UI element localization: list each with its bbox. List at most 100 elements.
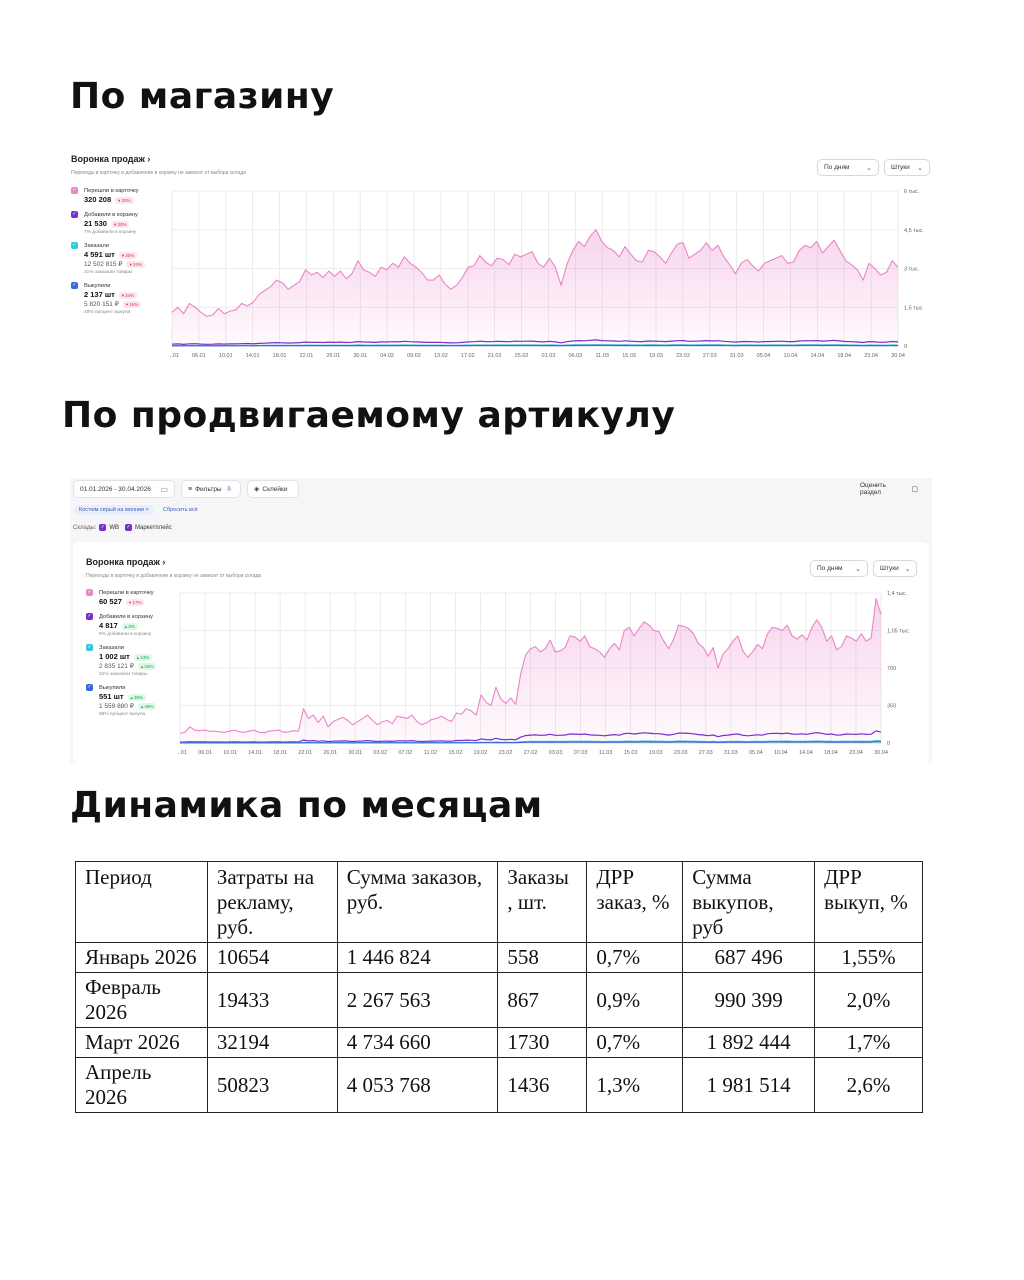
filter-icon: ≡ — [188, 485, 193, 493]
delta-badge: ▾ 24% — [118, 291, 138, 299]
table-cell: 687 496 — [682, 942, 816, 973]
y-tick-label: 1,05 тыс. — [887, 629, 910, 635]
column-header: Сумма выкупов, руб — [682, 861, 816, 943]
legend-buyouts[interactable]: ✓ Выкупили 551 шт ▴ 36% 1 559 880 ₽ ▴ 49% … — [86, 684, 181, 718]
y-tick-label: 350 — [887, 704, 896, 710]
table-cell: 10654 — [206, 942, 338, 973]
table-cell: 0,7% — [586, 942, 684, 973]
checkbox-checked-icon[interactable]: ✓ — [71, 242, 78, 249]
x-tick-label: 30.04 — [874, 750, 888, 756]
delta-badge: ▾ 16% — [122, 301, 142, 308]
x-tick-label: 27.03 — [699, 750, 713, 756]
x-tick-label: 26.01 — [326, 353, 340, 359]
checkbox-checked-icon[interactable]: ✓ — [99, 524, 107, 531]
checkbox-checked-icon[interactable]: ✓ — [71, 187, 78, 194]
funnel-chart-article: 01.01 06.01 10.01 14.01 18.01 22.01 26.01 30.01… — [178, 591, 910, 756]
x-tick-label: 05.04 — [757, 353, 771, 359]
x-tick-label: 07.02 — [398, 750, 412, 756]
funnel-legend: ✓ Перешли в карточку 320 208 ▾ 33% ✓ Доба… — [71, 187, 171, 322]
delta-badge: ▾ 17% — [125, 598, 145, 606]
x-tick-label: 13.02 — [434, 353, 448, 359]
series-line-buyouts — [180, 741, 882, 744]
legend-orders[interactable]: ✓ Заказали 4 591 шт ▾ 30% 12 502 815 ₽ ▾ 2… — [71, 242, 171, 276]
y-tick-label: 3 тыс. — [904, 267, 920, 273]
delta-badge: ▾ 30% — [118, 251, 138, 259]
legend-buyouts[interactable]: ✓ Выкупили 2 137 шт ▾ 24% 5 820 151 ₽ ▾ 16… — [71, 282, 171, 316]
x-tick-label: 01.03 — [542, 353, 556, 359]
close-icon[interactable]: × — [145, 507, 149, 513]
checkbox-checked-icon[interactable]: ✓ — [125, 524, 133, 531]
unit-select[interactable]: Штуки ⌄ — [884, 159, 930, 176]
x-tick-label: 17.02 — [461, 353, 475, 359]
legend-views[interactable]: ✓ Перешли в карточку 320 208 ▾ 33% — [71, 187, 139, 204]
glue-button[interactable]: ◈ Склейки — [247, 480, 299, 498]
x-tick-label: 11.03 — [596, 353, 609, 359]
series-line-cart — [179, 730, 882, 743]
x-tick-label: 14.01 — [246, 353, 260, 359]
legend-views[interactable]: ✓ Перешли в карточку 60 527 ▾ 17% — [86, 589, 154, 606]
date-range-picker[interactable]: 01.01.2026 - 30.04.2026 ▭ — [73, 480, 175, 498]
panel-title[interactable]: Воронка продаж › — [86, 557, 166, 567]
delta-badge: ▴ 34% — [137, 663, 157, 670]
x-tick-label: 30.01 — [348, 750, 362, 756]
x-tick-label: 10.01 — [223, 750, 237, 756]
x-tick-label: 21.02 — [488, 353, 502, 359]
checkbox-checked-icon[interactable]: ✓ — [71, 211, 78, 218]
table-cell: 1 981 514 — [682, 1057, 816, 1113]
checkbox-checked-icon[interactable]: ✓ — [86, 589, 93, 596]
column-header: Период — [75, 861, 208, 943]
x-tick-label: 23.04 — [849, 750, 863, 756]
checkbox-checked-icon[interactable]: ✓ — [86, 613, 93, 620]
table-cell: 1436 — [497, 1057, 588, 1113]
chevron-down-icon: ⌄ — [917, 164, 923, 172]
series-line-cart — [171, 339, 899, 345]
table-cell: 50823 — [206, 1057, 338, 1113]
table-cell: 2,6% — [814, 1057, 923, 1113]
table-cell: 990 399 — [682, 972, 816, 1028]
table-cell: 558 — [497, 942, 588, 973]
legend-cart[interactable]: ✓ Добавили в корзину 21 530 ▾ 30% 7% доба… — [71, 211, 138, 235]
monthly-dynamics-table: Период Затраты на рекламу, руб. Сумма за… — [75, 861, 923, 1113]
table-cell: Февраль 2026 — [75, 972, 208, 1028]
period-select[interactable]: По дням ⌄ — [810, 560, 868, 577]
legend-cart[interactable]: ✓ Добавили в корзину 4 817 ▴ 3% 8% добави… — [86, 613, 153, 637]
delta-badge: ▴ 49% — [137, 703, 157, 710]
filters-button[interactable]: ≡ Фильтры 1 — [181, 480, 241, 498]
unit-select[interactable]: Штуки ⌄ — [873, 560, 917, 577]
rate-section-button[interactable]: Оценить раздел ▢ — [860, 482, 918, 496]
funnel-chart-store: 01.01 06.01 10.01 14.01 18.01 22.01 26.01 30.01… — [170, 189, 924, 359]
x-tick-label: 10.04 — [784, 353, 798, 359]
funnel-card: Воронка продаж › Переходы в карточку и д… — [73, 542, 929, 763]
layers-icon: ◈ — [254, 486, 260, 493]
x-tick-label: 18.01 — [273, 750, 287, 756]
column-header: Заказы , шт. — [497, 861, 588, 943]
table-cell: 1 446 824 — [336, 942, 499, 973]
panel-title[interactable]: Воронка продаж › — [71, 154, 151, 164]
table-cell: 2 267 563 — [336, 972, 499, 1028]
x-tick-label: 19.02 — [474, 750, 488, 756]
series-area-views — [172, 229, 898, 346]
checkbox-checked-icon[interactable]: ✓ — [86, 684, 93, 691]
filter-tag[interactable]: Костюм серый на молнии × — [74, 505, 154, 515]
x-tick-label: 07.03 — [574, 750, 588, 756]
table-cell: 2,0% — [814, 972, 923, 1028]
delta-badge: ▴ 3% — [121, 622, 138, 630]
table-cell: 1 892 444 — [682, 1027, 816, 1058]
series-area-views — [180, 598, 881, 743]
x-tick-label: 10.01 — [219, 353, 233, 359]
chevron-right-icon: › — [162, 557, 166, 567]
delta-badge: ▾ 33% — [115, 196, 134, 204]
column-header: Сумма заказов, руб. — [336, 861, 499, 943]
checkbox-checked-icon[interactable]: ✓ — [86, 644, 93, 651]
table-cell: 1,3% — [586, 1057, 684, 1113]
checkbox-checked-icon[interactable]: ✓ — [71, 282, 78, 289]
reset-filters-link[interactable]: Сбросить всё — [163, 507, 198, 513]
legend-orders[interactable]: ✓ Заказали 1 002 шт ▴ 13% 2 835 121 ₽ ▴ 34… — [86, 644, 181, 678]
delta-badge: ▾ 30% — [110, 220, 130, 228]
x-tick-label: 14.01 — [248, 750, 262, 756]
monthly-heading: Динамика по месяцам — [70, 785, 543, 826]
period-select[interactable]: По дням ⌄ — [817, 159, 879, 176]
table-cell: 4 053 768 — [336, 1057, 499, 1113]
y-tick-label: 4,5 тыс. — [904, 228, 924, 234]
panel-subtitle: Переходы в карточку и добавление в корзи… — [86, 573, 261, 579]
